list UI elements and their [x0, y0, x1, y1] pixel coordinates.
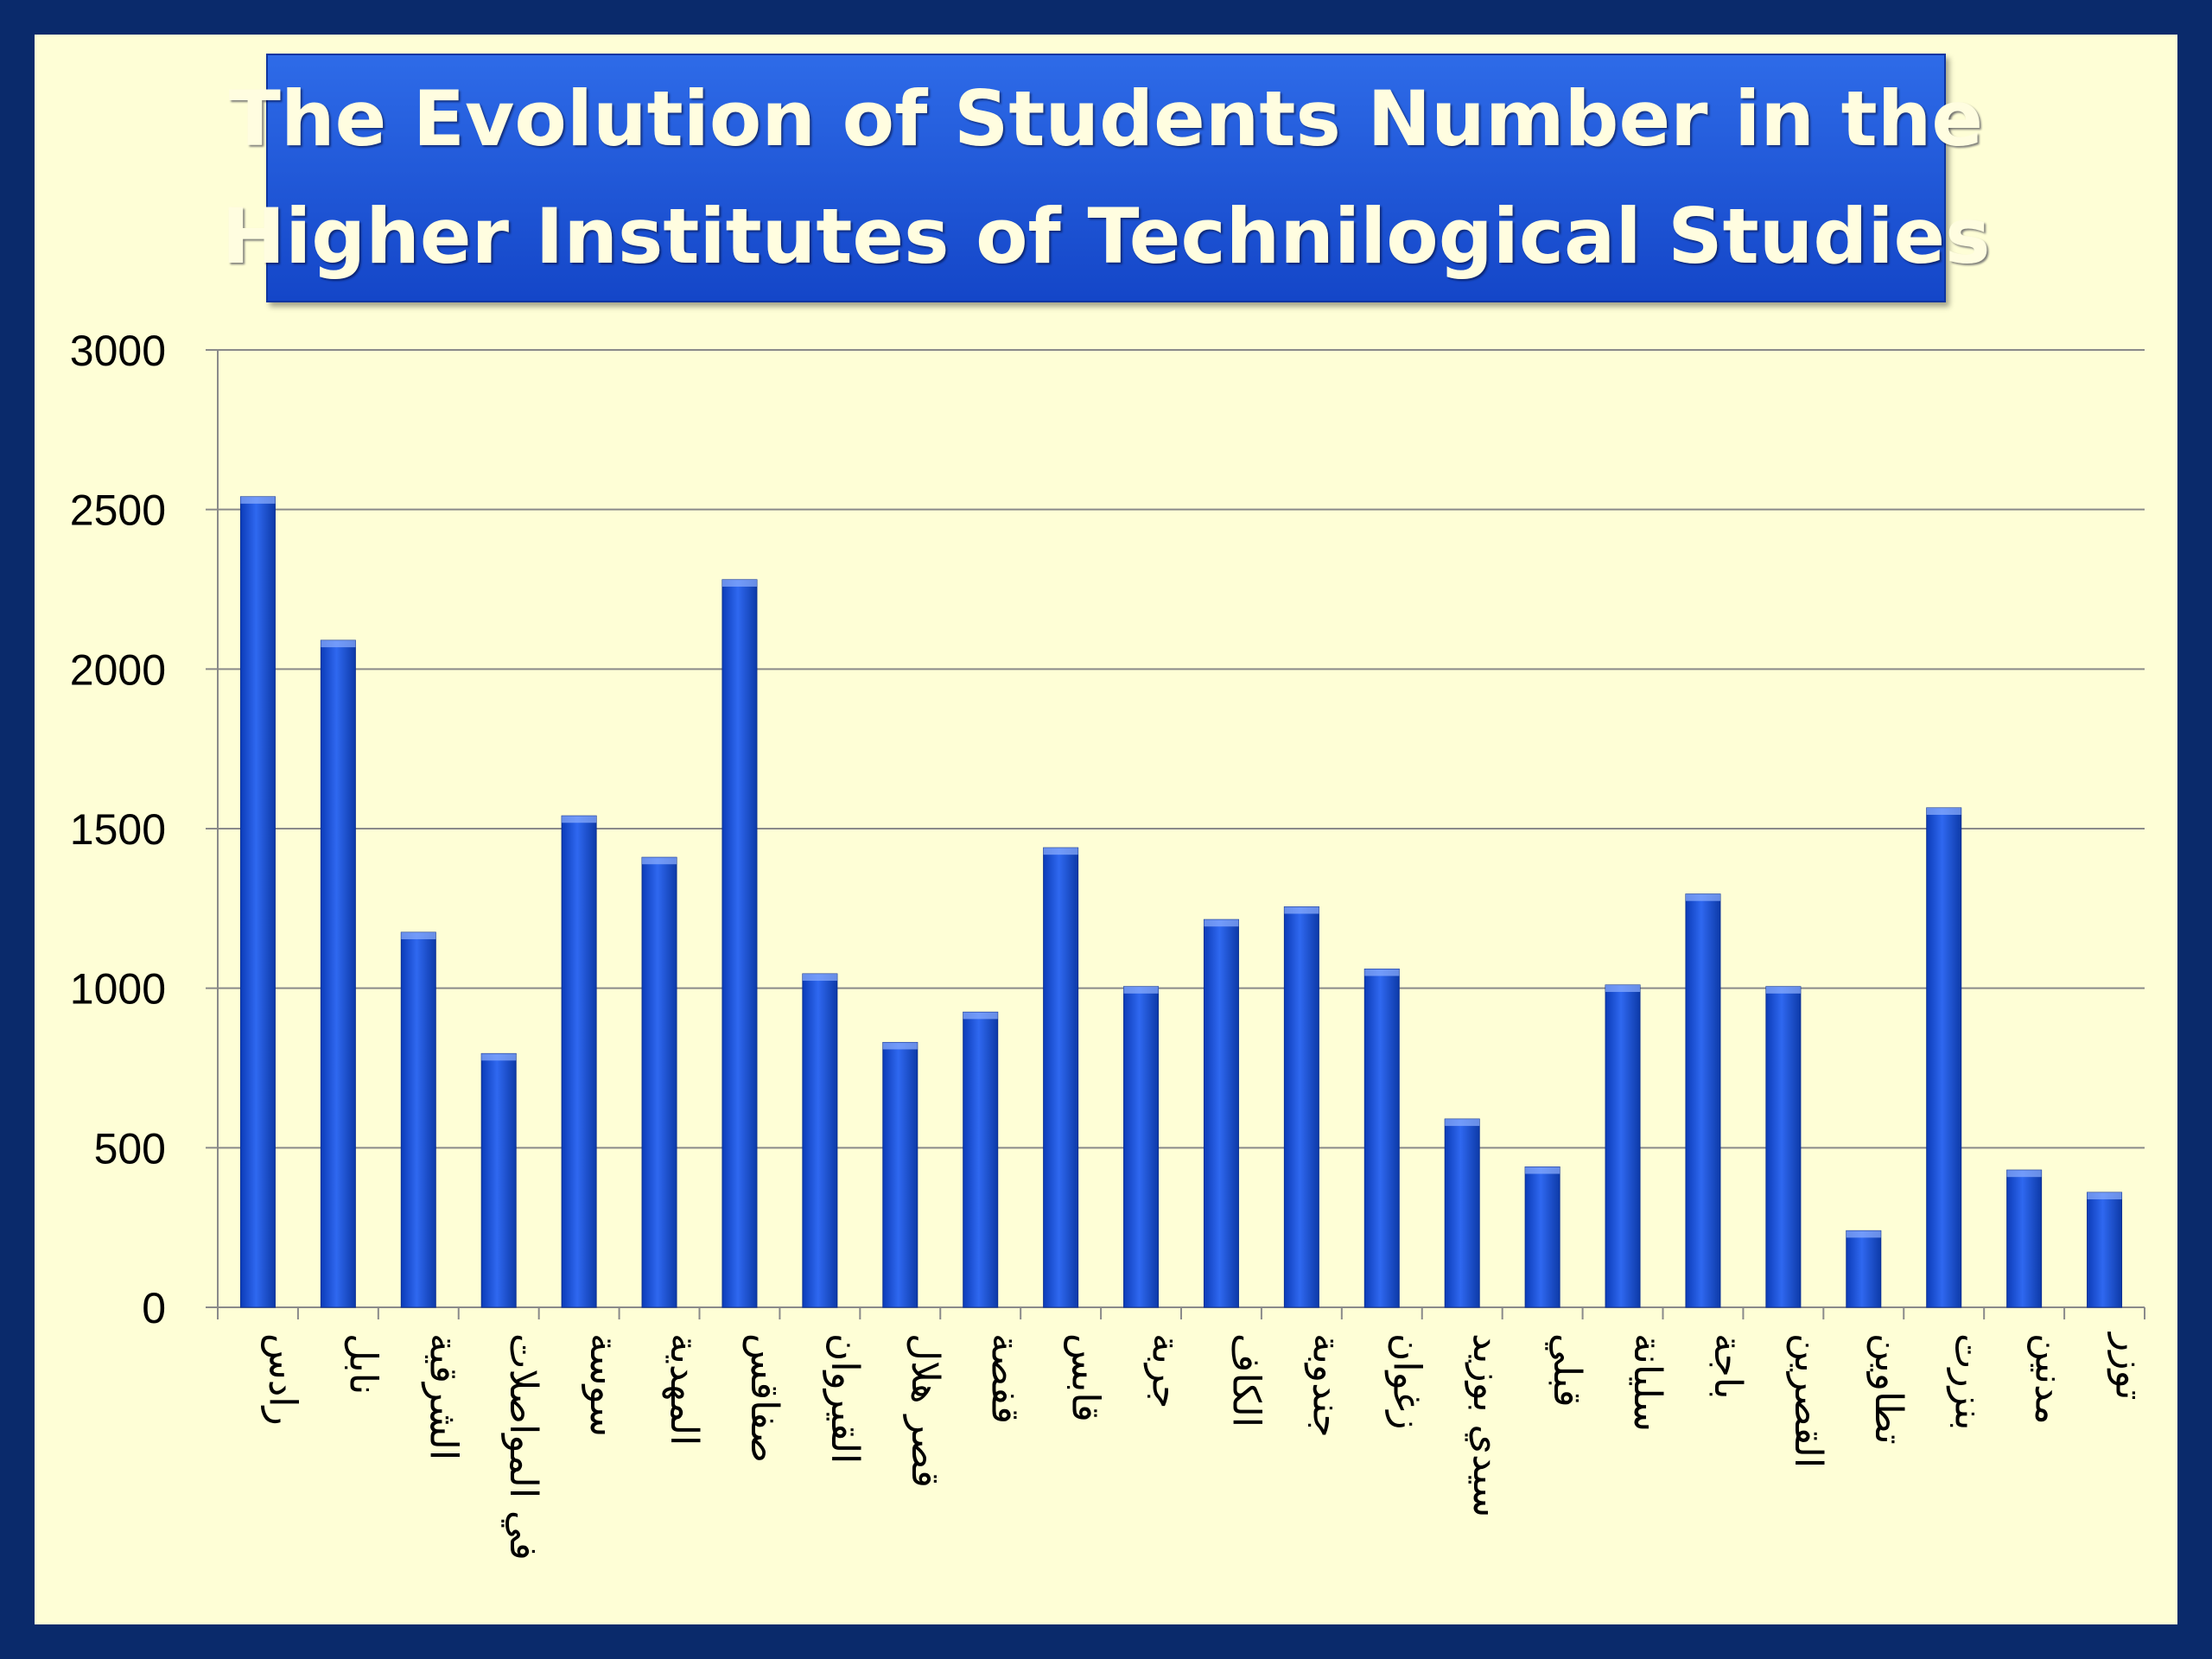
axes	[206, 349, 2145, 1319]
x-tick-labels: رادس نابل الشرقية في المواصلات سوسة المهدية صف…	[260, 1332, 2151, 1560]
bar-highlight	[1364, 969, 1400, 976]
x-tick-label: القصرين	[1786, 1333, 1830, 1468]
bar	[2087, 1192, 2123, 1308]
x-tick-label: نابل	[340, 1333, 385, 1395]
bar-highlight	[642, 857, 677, 865]
x-tick-label: باجة	[1706, 1333, 1750, 1399]
x-tick-label: سيدي بوزيد	[1465, 1333, 1509, 1517]
bar-highlight	[1525, 1166, 1560, 1174]
bar-highlight	[240, 496, 276, 504]
bar-highlight	[721, 579, 757, 587]
bar	[721, 579, 758, 1308]
bar	[802, 973, 838, 1308]
bar	[882, 1041, 918, 1308]
bar	[1524, 1166, 1560, 1308]
bar	[400, 931, 436, 1308]
chart-title-line-1: The Evolution of Students Number in the	[228, 74, 1984, 163]
bar-highlight	[1765, 986, 1801, 994]
y-tick-label: 1000	[70, 965, 166, 1014]
bar-highlight	[1445, 1119, 1480, 1127]
x-tick-label: صفاقس	[742, 1333, 786, 1463]
bar-highlight	[321, 640, 356, 648]
bar-highlight	[2006, 1170, 2042, 1178]
chart-title-line-2: Higher Institutes of Technilogical Studi…	[221, 192, 1991, 281]
bar-highlight	[1846, 1230, 1881, 1238]
bar	[480, 1052, 517, 1308]
bar	[239, 496, 276, 1308]
bar-highlight	[1123, 986, 1159, 994]
bar-highlight	[481, 1053, 517, 1061]
bar	[1043, 847, 1079, 1308]
bar	[1363, 969, 1400, 1308]
x-tick-label: توزر	[2107, 1332, 2152, 1400]
y-tick-label: 3000	[70, 327, 166, 375]
x-tick-label: سوسة	[582, 1333, 626, 1437]
x-tick-label: رادس	[260, 1333, 304, 1426]
y-tick-label: 2500	[70, 486, 166, 535]
y-tick-label: 1500	[70, 805, 166, 854]
bar-highlight	[2087, 1192, 2122, 1200]
bar-highlight	[1204, 919, 1239, 927]
bar	[2006, 1169, 2043, 1308]
x-tick-label: المهدية	[662, 1333, 706, 1446]
x-tick-label: القيروان	[823, 1333, 867, 1464]
bar	[963, 1011, 999, 1308]
x-tick-label: جندوبة	[1304, 1333, 1348, 1438]
bar	[320, 639, 356, 1308]
bar-highlight	[963, 1012, 998, 1020]
bar	[561, 815, 597, 1308]
y-tick-label: 2000	[70, 645, 166, 694]
x-tick-label: قصر هلال	[903, 1333, 947, 1488]
x-tick-label: قابس	[1064, 1333, 1108, 1422]
x-tick-label: الكاف	[1224, 1333, 1268, 1427]
bars	[239, 496, 2123, 1308]
bar-highlight	[802, 974, 837, 982]
gridlines	[218, 349, 2145, 1149]
bar	[1926, 807, 1962, 1308]
y-tick-label: 0	[142, 1284, 166, 1332]
x-tick-label: الشرقية	[421, 1333, 465, 1460]
bar-highlight	[401, 932, 436, 940]
x-tick-label: تطاوين	[1866, 1333, 1910, 1445]
bar	[1685, 893, 1721, 1308]
bar-highlight	[882, 1042, 918, 1050]
x-tick-label: في المواصلات	[501, 1333, 545, 1560]
bar	[1123, 986, 1160, 1308]
x-tick-label: بنزرت	[1947, 1333, 1991, 1430]
chart-title-box: The Evolution of Students Number in the …	[221, 54, 1991, 302]
bar	[1444, 1118, 1480, 1308]
bar	[641, 856, 677, 1308]
bar-highlight	[1685, 893, 1720, 901]
x-tick-label: سليانة	[1625, 1333, 1669, 1432]
bar-highlight	[1284, 906, 1319, 914]
y-tick-label: 500	[94, 1124, 166, 1173]
bar	[1605, 984, 1641, 1308]
x-tick-label: زغوان	[1384, 1333, 1428, 1430]
x-tick-label: مدنين	[2027, 1333, 2071, 1425]
bar-highlight	[1605, 984, 1641, 992]
bar-highlight	[1043, 848, 1078, 855]
bar	[1846, 1230, 1882, 1308]
bar-highlight	[1926, 807, 1961, 815]
x-tick-label: قبلي	[1545, 1333, 1589, 1408]
x-tick-label: قفصة	[983, 1333, 1027, 1424]
y-tick-labels: 0 500 1000 1500 2000 2500 3000	[70, 327, 166, 1332]
bar	[1203, 918, 1239, 1308]
bar	[1765, 986, 1802, 1308]
x-tick-label: جربة	[1144, 1333, 1188, 1408]
bar-highlight	[562, 816, 597, 823]
bar	[1283, 906, 1319, 1308]
